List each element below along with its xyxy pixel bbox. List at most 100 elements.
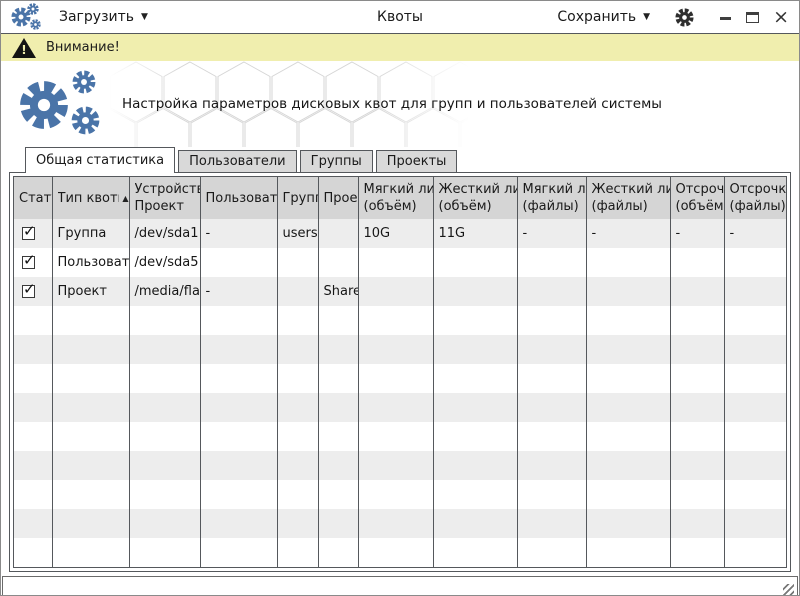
- filler-cell: [14, 364, 53, 393]
- column-header-7[interactable]: Жесткий лимит (объём): [433, 177, 518, 219]
- row-checkbox[interactable]: ✓: [22, 280, 36, 298]
- table-cell[interactable]: [724, 248, 786, 277]
- save-menu-button[interactable]: Сохранить ▼: [557, 9, 650, 25]
- table-cell[interactable]: -: [670, 219, 725, 248]
- table-cell[interactable]: /media/flash: [129, 277, 201, 306]
- column-header-11[interactable]: Отсрочка (файлы): [724, 177, 786, 219]
- maximize-button[interactable]: [746, 11, 760, 23]
- table-cell[interactable]: -: [200, 219, 278, 248]
- filler-cell: [52, 451, 130, 480]
- tab-3[interactable]: Проекты: [375, 150, 458, 172]
- filler-cell: [670, 509, 725, 538]
- column-header-0[interactable]: Статус: [14, 177, 53, 219]
- cell-value: -: [591, 226, 597, 241]
- table-cell[interactable]: [517, 277, 587, 306]
- filler-cell: [14, 335, 53, 364]
- filler-cell: [586, 451, 671, 480]
- settings-gear-button[interactable]: [674, 7, 694, 27]
- table-cell[interactable]: -: [586, 219, 671, 248]
- filler-cell: [318, 306, 359, 335]
- table-cell[interactable]: -: [517, 219, 587, 248]
- filler-cell: [670, 451, 725, 480]
- column-header-4[interactable]: Группа: [277, 177, 319, 219]
- table-filler-row: [14, 306, 786, 335]
- table-cell[interactable]: Группа: [52, 219, 130, 248]
- minimize-icon: [720, 17, 732, 20]
- table-cell[interactable]: [433, 277, 518, 306]
- table-cell[interactable]: Проект: [52, 277, 130, 306]
- filler-cell: [14, 306, 53, 335]
- sort-ascending-icon: ▲: [122, 193, 129, 203]
- tab-2[interactable]: Группы: [299, 150, 373, 172]
- table-row[interactable]: ✓ Группа/dev/sda1- users 10G 11G - - - -: [14, 219, 786, 248]
- filler-cell: [14, 422, 53, 451]
- close-button[interactable]: ×: [773, 6, 789, 28]
- column-header-6[interactable]: Мягкий лимит (объём): [358, 177, 434, 219]
- row-checkbox[interactable]: ✓: [22, 251, 36, 269]
- table-cell[interactable]: [277, 277, 319, 306]
- table-cell[interactable]: Пользователь: [52, 248, 130, 277]
- filler-cell: [200, 451, 278, 480]
- table-cell[interactable]: [318, 219, 359, 248]
- filler-cell: [670, 306, 725, 335]
- table-cell[interactable]: /dev/sda5: [129, 248, 201, 277]
- load-menu-button[interactable]: Загрузить ▼: [59, 9, 148, 25]
- column-header-9[interactable]: Жесткий лимит (файлы): [586, 177, 671, 219]
- column-label: Тип квоты: [57, 190, 120, 206]
- table-cell[interactable]: [586, 248, 671, 277]
- column-label-line2: (объём): [675, 199, 724, 214]
- table-cell[interactable]: ✓: [14, 219, 53, 248]
- table-cell[interactable]: 11G: [433, 219, 518, 248]
- table-cell[interactable]: [318, 248, 359, 277]
- filler-cell: [318, 451, 359, 480]
- column-label: Жесткий лимит: [591, 182, 670, 197]
- table-cell[interactable]: [724, 277, 786, 306]
- table-row[interactable]: ✓ Пользователь/dev/sda5: [14, 248, 786, 277]
- column-header-10[interactable]: Отсрочка (объём): [670, 177, 725, 219]
- filler-cell: [517, 451, 587, 480]
- table-cell[interactable]: [358, 277, 434, 306]
- column-label: Группа: [282, 190, 318, 206]
- filler-cell: [433, 422, 518, 451]
- table-cell[interactable]: -: [724, 219, 786, 248]
- resize-grip[interactable]: [783, 584, 794, 595]
- table-row[interactable]: ✓ Проект/media/flash- Share1: [14, 277, 786, 306]
- filler-cell: [52, 538, 130, 567]
- minimize-button[interactable]: [720, 10, 732, 24]
- row-checkbox[interactable]: ✓: [22, 222, 36, 240]
- table-cell[interactable]: [433, 248, 518, 277]
- table-cell[interactable]: [277, 248, 319, 277]
- table-cell[interactable]: /dev/sda1: [129, 219, 201, 248]
- table-cell[interactable]: [358, 248, 434, 277]
- tab-1[interactable]: Пользователи: [178, 150, 297, 172]
- table-cell[interactable]: [200, 248, 278, 277]
- table-cell[interactable]: 10G: [358, 219, 434, 248]
- cell-value: /media/flash: [134, 284, 200, 299]
- filler-cell: [14, 393, 53, 422]
- filler-cell: [586, 538, 671, 567]
- table-cell[interactable]: [517, 248, 587, 277]
- checkmark-icon: ✓: [23, 251, 36, 269]
- table-cell[interactable]: ✓: [14, 248, 53, 277]
- filler-cell: [129, 509, 201, 538]
- table-cell[interactable]: [670, 277, 725, 306]
- column-header-8[interactable]: Мягкий лимит (файлы): [517, 177, 587, 219]
- filler-cell: [670, 393, 725, 422]
- filler-cell: [358, 451, 434, 480]
- column-header-2[interactable]: Устройство/Проект: [129, 177, 201, 219]
- table-cell[interactable]: -: [200, 277, 278, 306]
- column-header-5[interactable]: Проект: [318, 177, 359, 219]
- table-cell[interactable]: [586, 277, 671, 306]
- app-header: Настройка параметров дисковых квот для г…: [1, 61, 799, 147]
- filler-cell: [517, 538, 587, 567]
- table-cell[interactable]: [670, 248, 725, 277]
- table-cell[interactable]: ✓: [14, 277, 53, 306]
- filler-cell: [433, 538, 518, 567]
- table-cell[interactable]: users: [277, 219, 319, 248]
- filler-cell: [724, 393, 786, 422]
- table-cell[interactable]: Share1: [318, 277, 359, 306]
- filler-cell: [52, 335, 130, 364]
- column-header-3[interactable]: Пользователь: [200, 177, 278, 219]
- column-header-1[interactable]: Тип квоты▲: [52, 177, 130, 219]
- tab-0[interactable]: Общая статистика: [25, 147, 176, 173]
